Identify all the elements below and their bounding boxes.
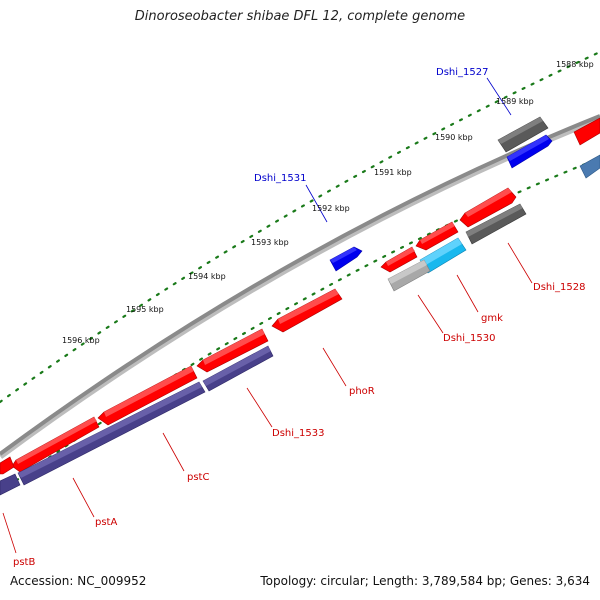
gene-label-pstb: pstB	[13, 557, 35, 568]
genome-backbone	[0, 114, 600, 456]
gene-label-dshi-1530: Dshi_1530	[443, 333, 495, 344]
gene-label-pstc: pstC	[187, 472, 209, 483]
feature-dshi-1531-blue	[329, 246, 363, 272]
leader-dshi-1527	[486, 77, 512, 116]
tick-label-1594: 1594 kbp	[188, 272, 226, 281]
feature-dshi-1528-gray	[465, 203, 527, 245]
tick-label-1592: 1592 kbp	[312, 204, 350, 213]
leader-pstb	[2, 512, 17, 554]
feature-dshi-1527-blue	[506, 134, 553, 169]
feature-pstb-purple	[0, 473, 21, 496]
leader-pstc	[162, 432, 185, 472]
leader-psta	[72, 477, 95, 518]
feature-phor-red	[271, 288, 343, 333]
gene-label-dshi-1528: Dshi_1528	[533, 282, 585, 293]
gene-label-dshi-1533: Dshi_1533	[272, 428, 324, 439]
feature-pstb-red	[0, 456, 15, 475]
leader-dshi-1528	[507, 242, 533, 284]
accession-text: Accession: NC_009952	[10, 574, 147, 588]
gene-label-dshi-1527: Dshi_1527	[436, 67, 488, 78]
tick-label-1588: 1588 kbp	[556, 60, 594, 69]
feature-dshi-1533-red	[196, 328, 269, 373]
map-title: Dinoroseobacter shibae DFL 12, complete …	[134, 9, 466, 24]
feature-dshi-1530-lightgray	[387, 259, 431, 292]
gene-label-psta: pstA	[95, 517, 117, 528]
feature-dshi-1530-red	[380, 246, 418, 273]
feature-gmk-red	[415, 221, 459, 251]
leader-dshi-1531	[305, 184, 328, 223]
feature-dshi-1533-purple	[202, 345, 274, 392]
tick-label-1590: 1590 kbp	[435, 133, 473, 142]
feature-steel-blue	[579, 154, 600, 179]
leader-dshi-1530	[417, 294, 444, 334]
feature-dshi-1527-gray	[497, 116, 549, 153]
gene-label-phor: phoR	[349, 386, 375, 397]
feature-red-edge	[573, 117, 600, 146]
leader-dshi-1533	[246, 387, 273, 428]
tick-label-1596: 1596 kbp	[62, 336, 100, 345]
genome-summary-text: Topology: circular; Length: 3,789,584 bp…	[260, 574, 590, 588]
tick-label-1593: 1593 kbp	[251, 238, 289, 247]
tick-label-1595: 1595 kbp	[126, 305, 164, 314]
gene-label-dshi-1531: Dshi_1531	[254, 173, 306, 184]
leader-gmk	[456, 274, 479, 313]
feature-pstc-purple	[17, 381, 206, 486]
genome-backbone-shadow	[0, 114, 600, 459]
feature-dshi-1528-red	[459, 187, 517, 228]
tick-label-1591: 1591 kbp	[374, 168, 412, 177]
leader-phor	[322, 347, 347, 387]
tick-label-1589: 1589 kbp	[496, 97, 534, 106]
feature-pstc-red	[97, 365, 198, 426]
gene-label-gmk: gmk	[481, 313, 503, 324]
